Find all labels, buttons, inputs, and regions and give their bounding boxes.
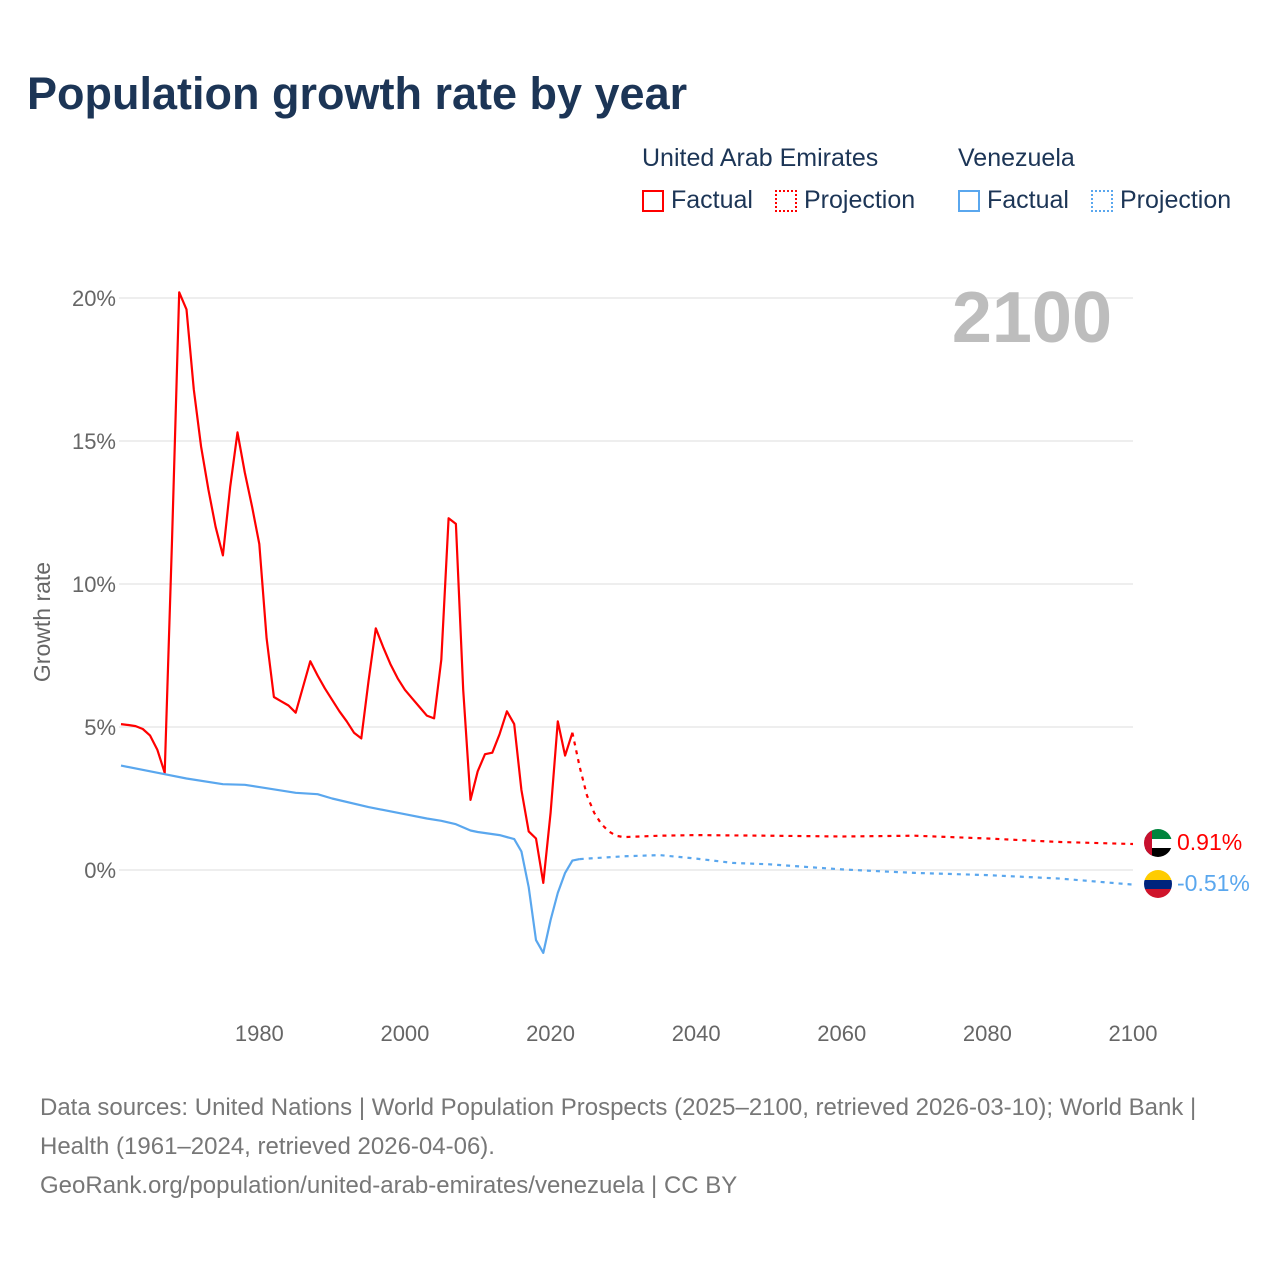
growth-rate-chart: 0% 5% 10% 15% 20% 1980 2000 2020 2040 2060 2080 21… xyxy=(29,278,1250,1046)
venezuela-factual-line xyxy=(120,764,580,954)
y-tick-label: 5% xyxy=(84,715,116,740)
venezuela-projection-line xyxy=(579,854,1134,886)
y-tick-label: 15% xyxy=(72,429,116,454)
venezuela-end-label: -0.51% xyxy=(1177,870,1250,896)
x-tick-label: 2060 xyxy=(817,1021,866,1046)
x-tick-label: 2080 xyxy=(963,1021,1012,1046)
legend-venezuela-factual[interactable]: Factual xyxy=(958,186,1069,215)
legend-uae-projection[interactable]: Projection xyxy=(775,186,915,215)
legend-uae-factual[interactable]: Factual xyxy=(642,186,753,215)
chart-title: Population growth rate by year xyxy=(27,68,688,119)
venezuela-flag-icon xyxy=(1144,870,1172,898)
legend-label: Projection xyxy=(1120,186,1232,214)
legend-group-venezuela: Venezuela xyxy=(958,144,1075,172)
source-link[interactable]: GeoRank.org/population/united-arab-emira… xyxy=(40,1172,738,1199)
y-axis-label: Growth rate xyxy=(29,562,55,682)
x-tick-label: 2000 xyxy=(380,1021,429,1046)
x-tick-label: 2020 xyxy=(526,1021,575,1046)
legend-label: Factual xyxy=(671,186,753,214)
footer: Data sources: United Nations | World Pop… xyxy=(40,1088,1240,1205)
x-tick-label: 1980 xyxy=(235,1021,284,1046)
uae-end-label: 0.91% xyxy=(1177,829,1242,855)
legend-label: Projection xyxy=(804,186,916,214)
legend-swatch-solid xyxy=(958,189,980,212)
x-tick-label: 2040 xyxy=(672,1021,721,1046)
uae-projection-line xyxy=(571,732,1134,846)
legend-swatch-dotted xyxy=(775,189,797,212)
y-tick-label: 0% xyxy=(84,858,116,883)
legend-swatch-solid xyxy=(642,189,664,212)
uae-factual-line xyxy=(120,291,574,884)
legend-venezuela-projection[interactable]: Projection xyxy=(1091,186,1231,215)
legend-group-uae: United Arab Emirates xyxy=(642,144,879,172)
data-sources: Data sources: United Nations | World Pop… xyxy=(40,1094,1197,1160)
x-tick-label: 2100 xyxy=(1109,1021,1158,1046)
legend-swatch-dotted xyxy=(1091,189,1113,212)
y-tick-label: 10% xyxy=(72,572,116,597)
legend-label: Factual xyxy=(987,186,1069,214)
uae-flag-icon xyxy=(1144,829,1172,857)
y-tick-label: 20% xyxy=(72,286,116,311)
year-display: 2100 xyxy=(952,278,1112,358)
